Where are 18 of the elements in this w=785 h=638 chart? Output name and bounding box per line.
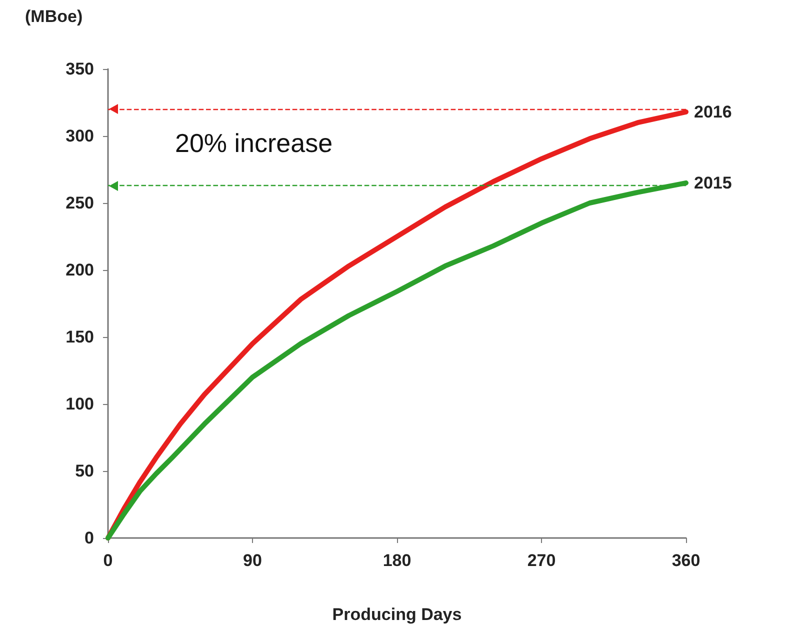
- x-tick-label: 180: [382, 551, 412, 570]
- y-tick-label: 0: [84, 528, 94, 548]
- series-label: 2015: [694, 173, 732, 192]
- y-tick-label: 250: [66, 194, 94, 212]
- y-tick-label: 50: [75, 462, 94, 480]
- x-tick-label: 0: [103, 551, 113, 570]
- x-tick-label: 270: [527, 551, 556, 570]
- x-tick-label: 90: [243, 551, 262, 570]
- annotation: 20% increase: [175, 128, 333, 158]
- y-axis-title: (MBoe): [25, 7, 83, 26]
- y-tick-label: 150: [66, 328, 94, 346]
- y-tick-label: 100: [66, 394, 94, 414]
- x-tick-label: 360: [672, 551, 700, 570]
- y-tick-label: 300: [66, 126, 94, 146]
- y-tick-label: 200: [66, 260, 94, 280]
- y-tick-label: 350: [66, 60, 94, 78]
- x-axis-title: Producing Days: [332, 605, 462, 624]
- series-label: 2016: [694, 102, 732, 122]
